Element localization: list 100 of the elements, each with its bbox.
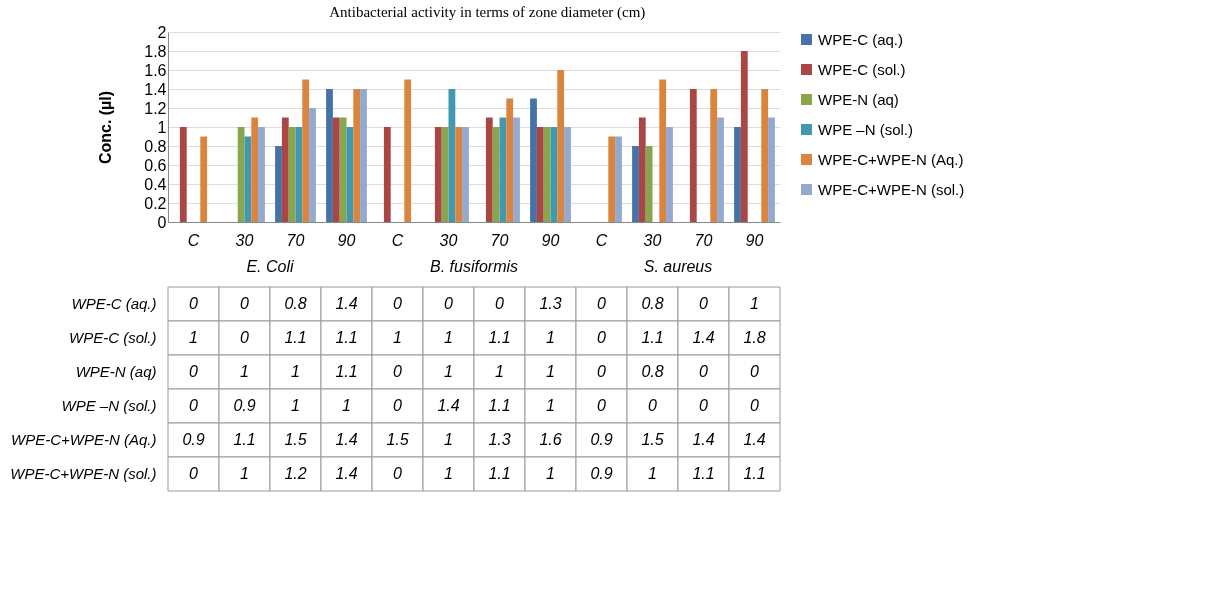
bar — [530, 98, 537, 222]
bar — [506, 98, 514, 222]
data-label: 1.1 — [488, 397, 511, 414]
legend-label: WPE-C+WPE-N (sol.) — [818, 180, 965, 198]
data-label: 0 — [597, 363, 607, 380]
bar — [441, 127, 449, 222]
bar — [404, 79, 412, 222]
data-label: 1.4 — [335, 431, 358, 448]
bar — [309, 108, 316, 222]
data-label: 1.1 — [743, 465, 766, 482]
data-label: 1 — [444, 431, 453, 448]
text: S. aureus — [643, 258, 713, 275]
bar — [632, 146, 639, 222]
data-label: 0.9 — [182, 431, 205, 448]
data-label: 1.2 — [284, 465, 307, 482]
bar — [615, 136, 622, 222]
data-label: 0 — [597, 329, 607, 346]
x-tick-label: C — [391, 231, 404, 249]
bar — [564, 127, 571, 222]
data-label: 1 — [189, 329, 198, 346]
x-tick-label: C — [187, 231, 200, 249]
data-label: 1 — [546, 329, 555, 346]
data-label: 1 — [444, 465, 453, 482]
y-tick-label: 0.6 — [144, 156, 167, 174]
data-label: 0 — [393, 465, 403, 482]
data-label: 1 — [444, 329, 453, 346]
data-label: 1.4 — [335, 465, 358, 482]
legend-label: WPE-C+WPE-N (Aq.) — [818, 150, 964, 168]
legend-label: WPE-C (sol.) — [818, 60, 906, 78]
bar — [638, 117, 646, 222]
data-label: 0 — [393, 363, 403, 380]
data-label: 1 — [546, 397, 555, 414]
data-label: 0 — [699, 363, 709, 380]
data-label: 1.6 — [539, 431, 562, 448]
legend-label: WPE-C (aq.) — [818, 30, 904, 48]
data-label: 1.4 — [692, 329, 715, 346]
text: WPE-C+WPE-N (Aq.) — [11, 431, 157, 448]
data-label: 0 — [189, 465, 199, 482]
bar — [761, 89, 769, 222]
y-tick-label: 0 — [157, 213, 167, 231]
text: WPE-C (aq.) — [71, 295, 157, 312]
data-label: 0 — [495, 295, 505, 312]
data-label: 1.4 — [437, 397, 460, 414]
x-tick-label: 90 — [337, 231, 356, 249]
text: WPE –N (sol.) — [61, 397, 157, 414]
data-label: 0 — [189, 363, 199, 380]
bar — [659, 79, 667, 222]
bar — [434, 127, 442, 222]
data-label: 0 — [240, 295, 250, 312]
data-label: 1.1 — [335, 363, 358, 380]
data-label: 0 — [750, 363, 760, 380]
data-label: 1.5 — [641, 431, 664, 448]
data-label: 1.4 — [335, 295, 358, 312]
data-label: 1 — [444, 363, 453, 380]
data-label: 0.8 — [641, 363, 664, 380]
data-label: 0.8 — [641, 295, 664, 312]
bar — [302, 79, 310, 222]
data-label: 0 — [648, 397, 658, 414]
data-label: 1 — [393, 329, 402, 346]
data-label: 1 — [291, 363, 300, 380]
bar — [326, 89, 333, 222]
data-label: 1 — [546, 465, 555, 482]
data-label: 0.9 — [590, 465, 613, 482]
x-tick-label: 30 — [439, 231, 458, 249]
data-label: 1.3 — [488, 431, 511, 448]
data-label: 0 — [393, 397, 403, 414]
text: E. Coli — [246, 258, 295, 275]
bar — [666, 127, 673, 222]
bar — [258, 127, 265, 222]
data-label: 0 — [189, 295, 199, 312]
data-label: 0 — [699, 397, 709, 414]
data-label: 1.8 — [743, 329, 766, 346]
bar — [179, 127, 187, 222]
bar — [251, 117, 259, 222]
x-tick-label: 70 — [694, 231, 713, 249]
data-label: 0.8 — [284, 295, 307, 312]
bar — [645, 146, 653, 222]
data-label: 1.1 — [488, 329, 511, 346]
data-label: 1 — [495, 363, 504, 380]
data-label: 0 — [597, 397, 607, 414]
y-tick-label: 2 — [157, 23, 167, 41]
data-label: 1.1 — [284, 329, 307, 346]
bar — [455, 127, 463, 222]
data-label: 1 — [240, 363, 249, 380]
text: WPE-C+WPE-N (sol.) — [10, 465, 157, 482]
data-label: 0 — [444, 295, 454, 312]
bar — [557, 70, 565, 222]
y-tick-label: 1.6 — [144, 61, 167, 79]
bar — [237, 127, 245, 222]
data-label: 0 — [393, 295, 403, 312]
bar — [717, 117, 724, 222]
data-label: 1.1 — [641, 329, 664, 346]
x-tick-label: 70 — [490, 231, 509, 249]
chart-title: Antibacterial activity in terms of zone diameter (cm) — [329, 4, 646, 21]
bar — [281, 117, 289, 222]
data-label: 1.1 — [335, 329, 358, 346]
bar — [275, 146, 282, 222]
data-label: 0.9 — [233, 397, 256, 414]
y-tick-label: 0.8 — [144, 137, 167, 155]
data-label: 1.4 — [743, 431, 766, 448]
